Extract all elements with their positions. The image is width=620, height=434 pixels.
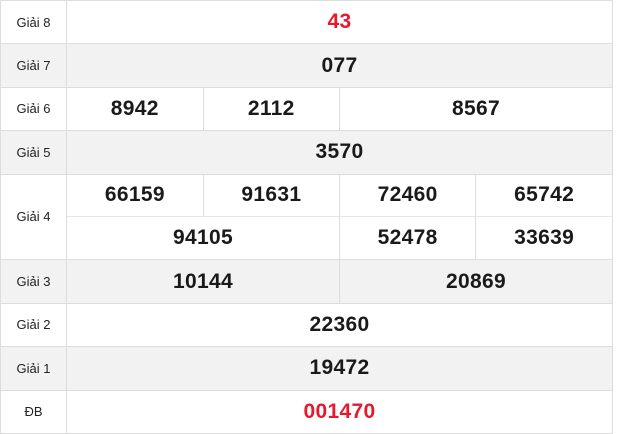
prize-number-3-2: 20869 (339, 259, 613, 304)
row-label-prize-4: Giải 4 (0, 174, 67, 261)
table-row-prize-special: ĐB 001470 (0, 390, 613, 434)
row-label-prize-3: Giải 3 (0, 259, 67, 304)
prize-number-4-5: 94105 (173, 225, 233, 249)
prize-4-subtable: 66159 91631 72460 65742 94105 52478 3363… (67, 174, 612, 259)
prize-number-4-6: 52478 (338, 216, 476, 259)
table-row-prize-4: Giải 4 66159 91631 72460 65742 94105 524… (0, 174, 613, 261)
prize-number-4-3: 72460 (338, 174, 476, 218)
table-row-prize-3: Giải 3 10144 20869 (0, 259, 613, 304)
prize-number-4-4: 65742 (475, 174, 612, 218)
prize-number-7-1: 077 (66, 43, 613, 88)
prize-4-subrow-2: 94105 52478 33639 (67, 216, 612, 259)
table-row-prize-2: Giải 2 22360 (0, 303, 613, 348)
row-label-prize-1: Giải 1 (0, 346, 67, 391)
prize-number-special-1: 001470 (66, 390, 613, 434)
prize-number-6-2: 2112 (202, 87, 340, 132)
prize-number-4-7: 33639 (475, 216, 612, 259)
prize-number-8-1: 43 (66, 0, 613, 45)
prize-number-3-1: 10144 (66, 259, 340, 304)
row-label-prize-2: Giải 2 (0, 303, 67, 348)
prize-number-6-3: 8567 (339, 87, 613, 132)
prize-number-5-1: 3570 (66, 130, 613, 175)
table-row-prize-7: Giải 7 077 (0, 43, 613, 88)
prize-number-2-1: 22360 (66, 303, 613, 348)
prize-number-4-1: 66159 (67, 174, 204, 218)
prize-number-1-1: 19472 (66, 346, 613, 391)
prize-4-subrow-1: 66159 91631 72460 65742 (67, 174, 612, 218)
table-row-prize-1: Giải 1 19472 (0, 346, 613, 391)
table-row-prize-5: Giải 5 3570 (0, 130, 613, 175)
prize-number-4-2: 91631 (202, 174, 340, 218)
row-label-prize-7: Giải 7 (0, 43, 67, 88)
table-row-prize-8: Giải 8 43 (0, 0, 613, 45)
row-label-prize-5: Giải 5 (0, 130, 67, 175)
row-label-prize-6: Giải 6 (0, 87, 67, 132)
table-row-prize-6: Giải 6 8942 2112 8567 (0, 87, 613, 132)
row-label-prize-special: ĐB (0, 390, 67, 434)
prize-4-cell-group: 66159 91631 72460 65742 94105 52478 3363… (66, 174, 613, 261)
prize-number-6-1: 8942 (66, 87, 203, 132)
row-label-prize-8: Giải 8 (0, 0, 67, 45)
